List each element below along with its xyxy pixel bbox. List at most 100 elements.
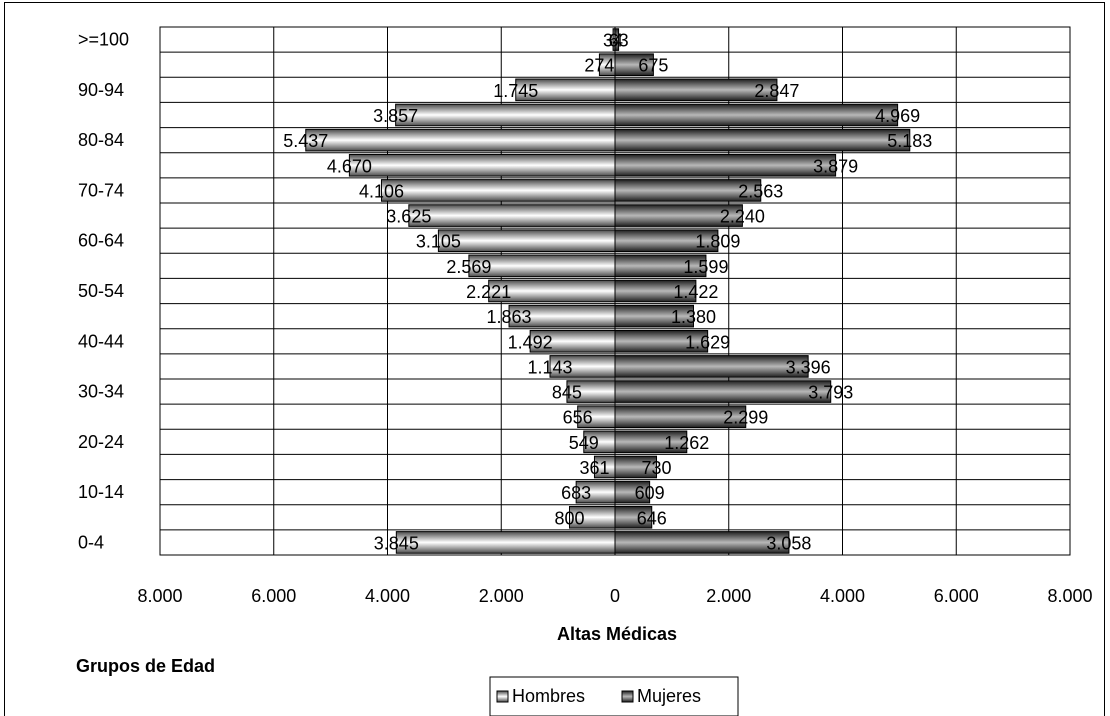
bar-mujeres: [614, 103, 899, 127]
x-tick-label: 8.000: [137, 586, 182, 606]
data-label-mujeres: 5.183: [887, 131, 932, 151]
y-tick-label: 30-34: [78, 382, 124, 402]
bar-hombres: [305, 128, 616, 152]
y-tick-label: >=100: [78, 30, 129, 50]
data-label-mujeres: 3.396: [786, 357, 831, 377]
bar-mujeres: [614, 78, 778, 102]
data-label-hombres: 3.857: [373, 106, 418, 126]
bar-mujeres: [614, 229, 719, 253]
bar-mujeres: [614, 204, 743, 227]
y-tick-label: 0-4: [78, 532, 104, 552]
x-tick-label: 2.000: [479, 586, 524, 606]
data-label-hombres: 4.106: [359, 181, 404, 201]
x-tick-label: 8.000: [1047, 586, 1092, 606]
data-label-mujeres: 3.879: [813, 156, 858, 176]
data-label-mujeres: 730: [641, 458, 671, 478]
legend-swatch-mujeres: [621, 690, 634, 703]
data-label-hombres: 274: [584, 56, 614, 76]
data-label-hombres: 1.745: [493, 81, 538, 101]
data-label-hombres: 2.569: [446, 257, 491, 277]
x-tick-label: 2.000: [706, 586, 751, 606]
labels-layer: 8.000 6.000 4.000 2.000 0 2.000 4.000 6.000 8.00…: [78, 30, 1093, 606]
data-label-mujeres: 1.629: [685, 332, 730, 352]
data-label-hombres: 3.105: [416, 232, 461, 252]
data-label-hombres: 5.437: [283, 131, 328, 151]
data-label-mujeres: 2.847: [754, 81, 799, 101]
data-label-hombres: 800: [554, 508, 584, 528]
bar-mujeres: [614, 53, 654, 77]
data-label-hombres: 656: [563, 408, 593, 428]
y-tick-label: 10-14: [78, 482, 124, 502]
data-label-mujeres: 63: [609, 31, 629, 51]
data-label-mujeres: 4.969: [875, 106, 920, 126]
data-label-mujeres: 609: [635, 483, 665, 503]
data-label-hombres: 1.143: [527, 357, 572, 377]
bar-mujeres: [614, 405, 747, 429]
y-tick-label: 80-84: [78, 130, 124, 150]
data-label-mujeres: 1.599: [683, 257, 728, 277]
bar-mujeres: [614, 355, 809, 378]
bar-hombres: [408, 204, 616, 227]
y-tick-label: 50-54: [78, 281, 124, 301]
bar-mujeres: [614, 329, 709, 353]
bar-mujeres: [614, 279, 697, 303]
grid-layer: [159, 26, 1071, 556]
bar-mujeres: [614, 28, 620, 51]
x-tick-label: 4.000: [365, 586, 410, 606]
data-label-hombres: 4.670: [327, 156, 372, 176]
data-label-mujeres: 646: [637, 508, 667, 528]
legend-swatch-hombres: [496, 690, 509, 703]
data-label-mujeres: 3.058: [766, 533, 811, 553]
bar-mujeres: [614, 531, 790, 554]
data-label-mujeres: 3.793: [808, 383, 853, 403]
data-label-mujeres: 2.299: [723, 408, 768, 428]
data-label-hombres: 845: [552, 383, 582, 403]
bar-mujeres: [614, 254, 707, 278]
data-label-hombres: 2.221: [466, 282, 511, 302]
y-axis-title: Grupos de Edad: [76, 656, 215, 676]
chart-frame: [4, 2, 1105, 716]
x-tick-label: 6.000: [251, 586, 296, 606]
bar-hombres: [395, 103, 616, 127]
y-tick-label: 70-74: [78, 180, 124, 200]
data-label-hombres: 1.492: [508, 332, 553, 352]
bar-mujeres: [614, 380, 832, 403]
data-label-mujeres: 2.240: [720, 207, 765, 227]
y-tick-label: 40-44: [78, 331, 124, 351]
legend: Hombres Mujeres: [489, 676, 739, 716]
y-tick-label: 60-64: [78, 231, 124, 251]
bar-mujeres: [614, 430, 688, 454]
data-label-hombres: 361: [579, 458, 609, 478]
data-label-mujeres: 1.380: [671, 307, 716, 327]
x-tick-label: 0: [610, 586, 620, 606]
bar-mujeres: [614, 505, 653, 529]
x-axis-title: Altas Médicas: [557, 624, 677, 644]
bar-hombres: [380, 179, 616, 202]
x-tick-label: 4.000: [820, 586, 865, 606]
data-label-mujeres: 1.262: [664, 433, 709, 453]
y-tick-label: 90-94: [78, 80, 124, 100]
data-label-hombres: 34: [603, 31, 623, 51]
data-label-hombres: 3.845: [374, 533, 419, 553]
data-label-hombres: 549: [569, 433, 599, 453]
data-label-hombres: 3.625: [386, 207, 431, 227]
bar-mujeres: [614, 179, 762, 202]
data-label-mujeres: 1.809: [695, 232, 740, 252]
legend-label-mujeres: Mujeres: [637, 686, 701, 706]
bar-hombres: [395, 531, 616, 554]
data-label-mujeres: 675: [638, 56, 668, 76]
x-tick-label: 6.000: [934, 586, 979, 606]
data-label-mujeres: 1.422: [673, 282, 718, 302]
bar-mujeres: [614, 128, 911, 152]
legend-box: [489, 676, 739, 716]
data-label-mujeres: 2.563: [738, 181, 783, 201]
bar-hombres: [437, 229, 616, 253]
bars-layer: [305, 28, 911, 554]
data-label-hombres: 1.863: [487, 307, 532, 327]
y-tick-label: 20-24: [78, 432, 124, 452]
bar-mujeres: [614, 153, 837, 177]
data-label-hombres: 683: [561, 483, 591, 503]
bar-mujeres: [614, 304, 694, 328]
bar-hombres: [348, 153, 616, 177]
